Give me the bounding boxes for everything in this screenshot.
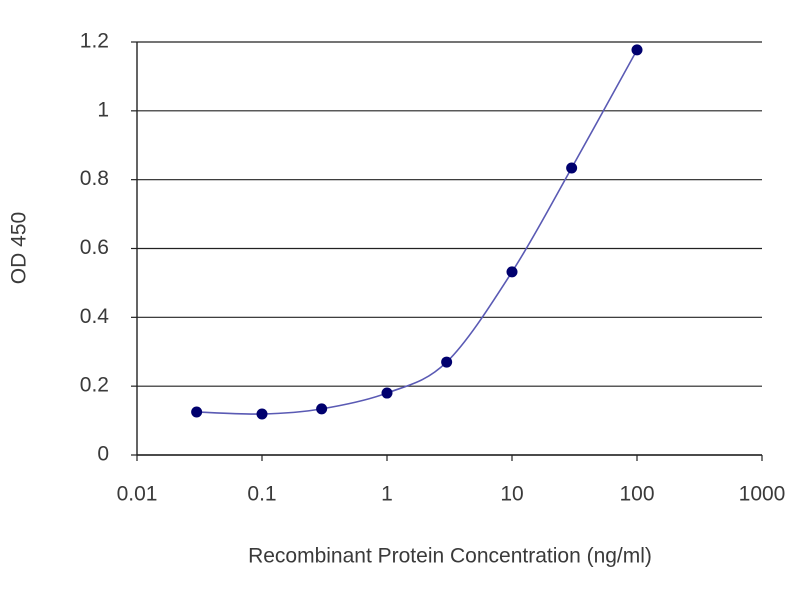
- point: [381, 387, 393, 399]
- x-tick-label: 1: [381, 483, 393, 506]
- point: [316, 403, 328, 415]
- y-axis-label: OD 450: [8, 212, 31, 284]
- y-tick-label: 0.6: [80, 236, 109, 259]
- point: [631, 44, 643, 56]
- x-tick-label: 0.1: [247, 483, 276, 506]
- x-tick-label: 1000: [739, 483, 786, 506]
- y-tick-label: 0.4: [80, 305, 110, 328]
- point: [566, 162, 578, 174]
- x-tick-label: 10: [500, 483, 523, 506]
- point: [506, 266, 518, 278]
- point: [191, 406, 203, 418]
- y-tick-label: 0.2: [80, 374, 109, 397]
- point: [256, 408, 268, 420]
- y-tick-label: 1: [97, 98, 109, 121]
- curve: [196, 49, 638, 415]
- x-tick-label: 100: [619, 483, 654, 506]
- x-tick-label: 0.01: [117, 483, 158, 506]
- y-tick-label: 0: [97, 443, 109, 466]
- y-tick-label: 1.2: [80, 30, 109, 53]
- y-tick-label: 0.8: [80, 167, 109, 190]
- point: [441, 356, 453, 368]
- x-axis-label: Recombinant Protein Concentration (ng/ml…: [248, 545, 652, 568]
